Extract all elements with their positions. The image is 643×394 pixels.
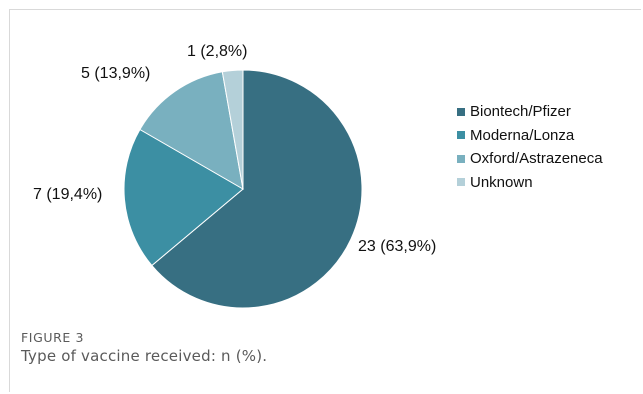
legend-item-biontech-pfizer: Biontech/Pfizer <box>457 100 603 124</box>
data-label-moderna-lonza: 7 (19,4%) <box>33 186 103 203</box>
legend-item-unknown: Unknown <box>457 171 603 195</box>
data-label-oxford-astrazeneca: 5 (13,9%) <box>81 65 151 82</box>
legend-label-moderna-lonza: Moderna/Lonza <box>470 126 575 144</box>
legend-swatch-unknown <box>457 178 465 187</box>
data-label-biontech-pfizer: 23 (63,9%) <box>358 238 437 255</box>
legend-item-moderna-lonza: Moderna/Lonza <box>457 124 603 148</box>
legend-label-biontech-pfizer: Biontech/Pfizer <box>470 103 571 121</box>
legend-swatch-moderna-lonza <box>457 131 465 140</box>
legend-item-oxford-astrazeneca: Oxford/Astrazeneca <box>457 147 603 171</box>
figure-caption: FIGURE 3 Type of vaccine received: n (%)… <box>21 330 267 365</box>
caption-figure-label: FIGURE 3 <box>21 330 85 345</box>
pie-slice-unknown <box>221 69 244 190</box>
caption-text: Type of vaccine received: n (%). <box>21 347 268 365</box>
legend: Biontech/Pfizer Moderna/Lonza Oxford/Ast… <box>457 100 603 194</box>
legend-label-unknown: Unknown <box>470 173 533 191</box>
pie-slice-moderna-lonza <box>123 128 244 267</box>
pie-slice-oxford-astrazeneca <box>139 71 244 190</box>
legend-swatch-oxford-astrazeneca <box>457 154 465 163</box>
legend-swatch-biontech-pfizer <box>457 107 465 116</box>
legend-label-oxford-astrazeneca: Oxford/Astrazeneca <box>470 150 603 168</box>
pie-slice-biontech-pfizer <box>151 69 363 309</box>
data-label-unknown: 1 (2,8%) <box>187 43 248 60</box>
